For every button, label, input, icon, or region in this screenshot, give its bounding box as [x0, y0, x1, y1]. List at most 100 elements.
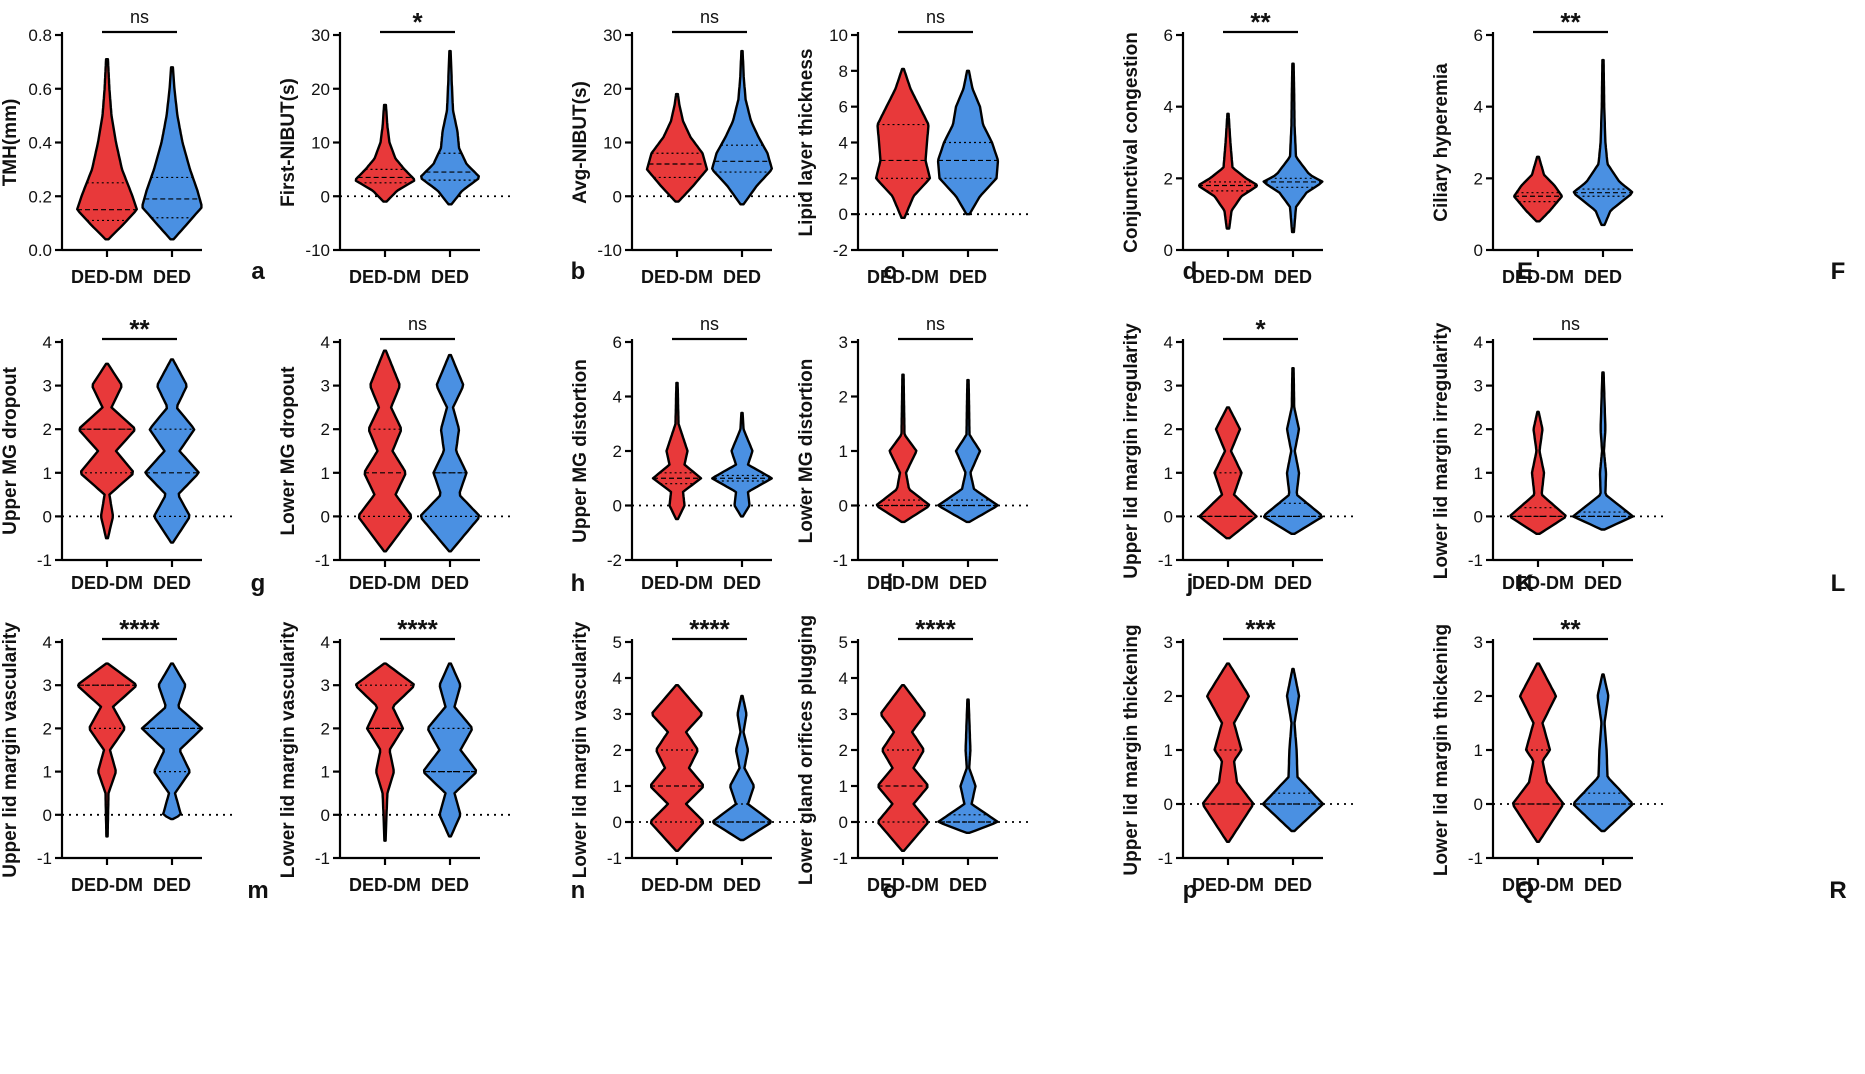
- y-tick-label: -1: [315, 551, 330, 570]
- significance-label: ****: [915, 614, 956, 644]
- y-tick-label: 4: [43, 633, 52, 652]
- y-axis-label: Upper lid margin thickening: [1121, 624, 1142, 875]
- panel-letter: a: [251, 258, 265, 285]
- violin-ded-dm: [1513, 155, 1563, 223]
- significance-label: ns: [700, 314, 719, 334]
- y-tick-label: 0: [613, 813, 622, 832]
- y-tick-label: 4: [1474, 333, 1483, 352]
- x-tick-label: DED: [431, 573, 469, 593]
- x-tick-label: DED: [1584, 267, 1622, 287]
- y-tick-label: 4: [839, 669, 848, 688]
- y-tick-label: 1: [839, 442, 848, 461]
- y-tick-label: 2: [43, 420, 52, 439]
- violin-ded-dm: [649, 684, 705, 852]
- y-tick-label: 30: [603, 26, 622, 45]
- violin-ded-dm: [75, 58, 139, 241]
- y-tick-label: 2: [839, 388, 848, 407]
- y-tick-label: 2: [1164, 687, 1173, 706]
- panel-L: -1 0 1 2 3 4 DED-DM DED Lower lid margin irregul…: [1431, 314, 1845, 597]
- panel-d: -2 0 2 4 6 8 10 DED-DM DED Lipid layer thickness n…: [796, 7, 1197, 287]
- violin-ded-dm: [78, 362, 136, 540]
- x-tick-label: DED-DM: [1502, 875, 1574, 895]
- y-tick-label: 3: [1474, 633, 1483, 652]
- y-tick-label: 4: [43, 333, 52, 352]
- x-tick-label: DED-DM: [1502, 267, 1574, 287]
- y-tick-label: 0: [1474, 507, 1483, 526]
- x-tick-label: DED-DM: [349, 267, 421, 287]
- x-tick-label: DED-DM: [641, 267, 713, 287]
- y-tick-label: 4: [1164, 98, 1173, 117]
- violin-ded: [1572, 58, 1634, 227]
- y-tick-label: 1: [1474, 741, 1483, 760]
- violin-ded: [711, 411, 773, 518]
- significance-label: ns: [926, 314, 945, 334]
- y-axis-label: Ciliary hyperemia: [1431, 63, 1452, 222]
- panel-letter: L: [1831, 570, 1846, 597]
- y-tick-label: 2: [1474, 420, 1483, 439]
- violin-ded: [420, 49, 480, 206]
- y-tick-label: -1: [37, 551, 52, 570]
- y-tick-label: 1: [1474, 464, 1483, 483]
- y-tick-label: -1: [1158, 551, 1173, 570]
- panel-letter: m: [247, 877, 268, 904]
- x-tick-label: DED: [1274, 267, 1312, 287]
- y-tick-label: 3: [839, 705, 848, 724]
- x-tick-label: DED-DM: [349, 573, 421, 593]
- violin-ded-dm: [651, 381, 703, 521]
- y-tick-label: 1: [321, 464, 330, 483]
- violin-ded-dm: [645, 92, 709, 203]
- violin-ded-dm: [1198, 112, 1258, 230]
- y-tick-label: 20: [311, 80, 330, 99]
- y-tick-label: 5: [839, 633, 848, 652]
- y-tick-label: 2: [321, 420, 330, 439]
- y-tick-label: 0.4: [28, 134, 52, 153]
- violin-ded-dm: [875, 373, 931, 524]
- y-tick-label: 10: [603, 134, 622, 153]
- panel-E: 0 2 4 6 DED-DM DED Conjunctival congestion ** E: [1121, 7, 1533, 287]
- y-tick-label: 8: [839, 62, 848, 81]
- panel-letter: E: [1517, 258, 1533, 285]
- violin-ded: [937, 378, 999, 524]
- significance-label: **: [129, 314, 150, 344]
- y-tick-label: 10: [311, 134, 330, 153]
- y-tick-label: -2: [607, 551, 622, 570]
- x-tick-label: DED: [153, 267, 191, 287]
- violin-ded: [1261, 667, 1325, 833]
- x-tick-label: DED-DM: [641, 573, 713, 593]
- y-tick-label: 0: [1474, 241, 1483, 260]
- y-tick-label: 0: [43, 507, 52, 526]
- y-tick-label: 3: [43, 676, 52, 695]
- violin-ded-dm: [874, 67, 932, 220]
- y-tick-label: 2: [321, 719, 330, 738]
- y-tick-label: -1: [37, 849, 52, 868]
- x-tick-label: DED-DM: [1192, 875, 1264, 895]
- panel-j: -1 0 1 2 3 DED-DM DED Lower MG distortion ns j: [796, 314, 1193, 597]
- x-tick-label: DED: [153, 875, 191, 895]
- significance-label: ****: [119, 614, 160, 644]
- y-tick-label: 0: [43, 806, 52, 825]
- violin-ded-dm: [77, 662, 137, 838]
- y-tick-label: 0: [1164, 795, 1173, 814]
- y-axis-label: First-NIBUT(s): [278, 78, 299, 207]
- x-tick-label: DED: [949, 267, 987, 287]
- y-tick-label: -2: [833, 241, 848, 260]
- panel-g: -1 0 1 2 3 4 DED-DM DED Upper MG dropout ** g: [0, 314, 265, 597]
- significance-label: ns: [408, 314, 427, 334]
- violin-ded: [144, 358, 200, 544]
- panel-letter: K: [1516, 570, 1534, 597]
- panel-letter: i: [887, 570, 894, 597]
- violin-ded-dm: [1511, 662, 1565, 843]
- significance-label: ns: [1561, 314, 1580, 334]
- panel-letter: h: [571, 570, 586, 597]
- violin-ded: [1571, 371, 1635, 531]
- panel-letter: p: [1183, 877, 1198, 904]
- y-axis-label: Upper MG dropout: [0, 366, 21, 534]
- y-axis-label: TMH(mm): [0, 99, 21, 187]
- significance-label: ****: [397, 614, 438, 644]
- y-tick-label: 1: [839, 777, 848, 796]
- y-axis-label: Lower gland orifices plugging: [796, 615, 817, 885]
- y-tick-label: 0: [613, 187, 622, 206]
- panel-a: 0.0 0.2 0.4 0.6 0.8 DED-DM DED TMH(mm) ns a: [0, 7, 265, 287]
- violin-ded-dm: [1198, 406, 1258, 540]
